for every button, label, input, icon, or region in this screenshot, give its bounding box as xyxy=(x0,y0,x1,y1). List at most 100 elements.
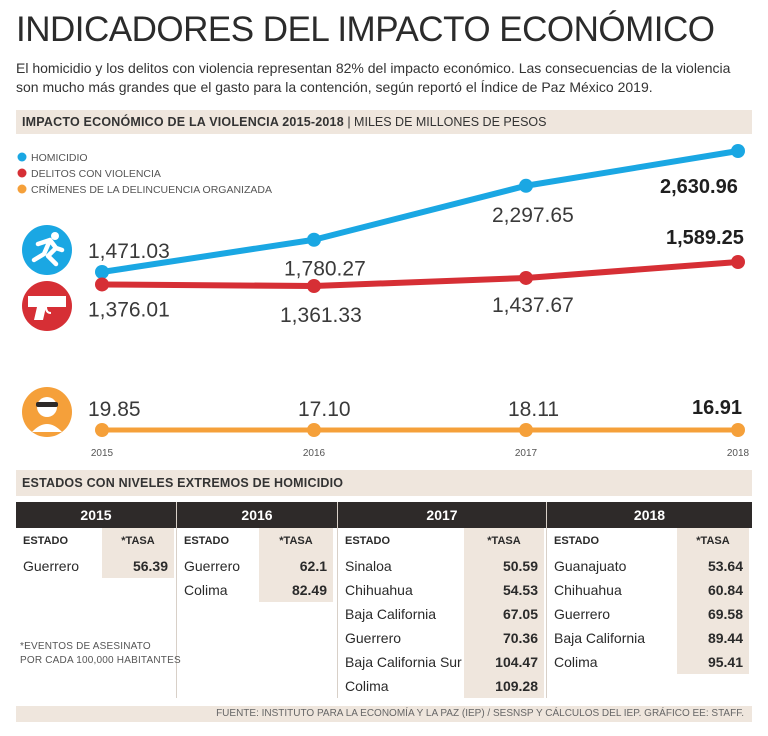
homicide-rate: 67.05 xyxy=(502,606,538,622)
legend-marker-homicidio xyxy=(17,152,27,162)
label-delitos-2015: 1,376.01 xyxy=(88,298,170,321)
state-header: ESTADO xyxy=(184,535,230,547)
homicide-rate: 56.39 xyxy=(132,558,168,574)
homicide-rate: 60.84 xyxy=(707,582,743,598)
label-homicidio-2017: 2,297.65 xyxy=(492,204,574,227)
label-homicidio-2015: 1,471.03 xyxy=(88,240,170,263)
point-crimenes-2018 xyxy=(731,423,745,437)
state-name: Guanajuato xyxy=(554,558,627,574)
point-delitos-2017 xyxy=(519,270,533,285)
year-header-2018: 2018 xyxy=(547,502,752,528)
homicide-rate: 54.53 xyxy=(502,582,538,598)
rate-column-bg xyxy=(677,528,749,674)
column-divider xyxy=(337,502,338,698)
state-header: ESTADO xyxy=(554,535,600,547)
footnote-line-2: POR CADA 100,000 HABITANTES xyxy=(20,655,181,666)
economic-impact-chart: HOMICIDIO DELITOS CON VIOLENCIA CRÍMENES… xyxy=(17,144,750,459)
rate-column-bg xyxy=(259,528,333,602)
state-name: Sinaloa xyxy=(345,558,392,574)
column-subheader: ESTADO *TASA xyxy=(547,528,752,554)
point-crimenes-2016 xyxy=(307,423,321,437)
table-column-2017: 2017 ESTADO *TASA Sinaloa 50.59 Chihuahua 54.5… xyxy=(338,502,546,698)
point-homicidio-2018 xyxy=(731,144,745,158)
rate-header: *TASA xyxy=(279,535,313,547)
point-delitos-2015 xyxy=(95,277,109,292)
legend-label-delitos: DELITOS CON VIOLENCIA xyxy=(31,168,161,180)
homicide-rate: 50.59 xyxy=(502,558,538,574)
x-tick-2017: 2017 xyxy=(515,448,538,459)
footnote-line-1: *EVENTOS DE ASESINATO xyxy=(20,641,151,652)
x-tick-2015: 2015 xyxy=(91,448,114,459)
label-crimenes-2015: 19.85 xyxy=(88,398,141,421)
state-header: ESTADO xyxy=(345,535,391,547)
masked-criminal-icon xyxy=(22,387,72,437)
rate-column-bg xyxy=(464,528,544,698)
point-delitos-2016 xyxy=(307,279,321,293)
footnote: *EVENTOS DE ASESINATO POR CADA 100,000 H… xyxy=(20,640,181,668)
state-name: Colima xyxy=(554,654,598,670)
homicide-rate: 82.49 xyxy=(291,582,327,598)
chart-series-lines xyxy=(99,148,741,433)
state-name: Baja California Sur xyxy=(345,654,462,670)
legend-marker-delitos xyxy=(17,168,27,178)
label-delitos-2018: 1,589.25 xyxy=(666,227,744,249)
state-name: Colima xyxy=(345,678,389,694)
table-row: Guerrero 62.1 xyxy=(177,554,337,578)
column-subheader: ESTADO *TASA xyxy=(177,528,337,554)
column-subheader: ESTADO *TASA xyxy=(338,528,546,554)
year-header-2015: 2015 xyxy=(16,502,176,528)
year-header-2016: 2016 xyxy=(177,502,337,528)
label-delitos-2017: 1,437.67 xyxy=(492,294,574,317)
state-name: Chihuahua xyxy=(345,582,413,598)
table-column-2015: 2015 ESTADO *TASA Guerrero 56.39 xyxy=(16,502,176,578)
point-homicidio-2016 xyxy=(307,232,321,247)
homicide-rate: 89.44 xyxy=(707,630,743,646)
point-crimenes-2015 xyxy=(95,423,109,437)
series-line-delitos xyxy=(99,259,741,289)
table-column-2016: 2016 ESTADO *TASA Guerrero 62.1 Colima 82.49 xyxy=(177,502,337,602)
chart-legend: HOMICIDIO DELITOS CON VIOLENCIA CRÍMENES… xyxy=(17,152,272,196)
label-delitos-2016: 1,361.33 xyxy=(280,304,362,327)
table-row: Chihuahua 54.53 xyxy=(338,578,546,602)
table-row: Baja California Sur 104.47 xyxy=(338,650,546,674)
column-divider xyxy=(176,502,177,698)
table-row: Guerrero 56.39 xyxy=(16,554,176,578)
table-row: Guerrero 69.58 xyxy=(547,602,752,626)
legend-label-homicidio: HOMICIDIO xyxy=(31,152,88,164)
point-homicidio-2015 xyxy=(95,265,109,279)
point-crimenes-2017 xyxy=(519,423,533,437)
page-title: INDICADORES DEL IMPACTO ECONÓMICO xyxy=(16,10,715,49)
rate-header: *TASA xyxy=(487,535,521,547)
table-section-header: ESTADOS CON NIVELES EXTREMOS DE HOMICIDI… xyxy=(16,470,752,496)
state-name: Guerrero xyxy=(554,606,611,622)
point-delitos-2018 xyxy=(731,255,745,269)
label-crimenes-2017: 18.11 xyxy=(508,398,559,421)
homicide-rate: 109.28 xyxy=(495,678,538,694)
year-header-2017: 2017 xyxy=(338,502,546,528)
state-name: Guerrero xyxy=(184,558,241,574)
rate-header: *TASA xyxy=(696,535,730,547)
state-name: Guerrero xyxy=(23,558,80,574)
homicide-rate: 53.64 xyxy=(707,558,743,574)
chart-section-header: IMPACTO ECONÓMICO DE LA VIOLENCIA 2015-2… xyxy=(16,110,752,134)
table-row: Baja California 89.44 xyxy=(547,626,752,650)
label-crimenes-2016: 17.10 xyxy=(298,398,351,421)
table-section-title: ESTADOS CON NIVELES EXTREMOS DE HOMICIDI… xyxy=(22,476,344,490)
table-row: Baja California 67.05 xyxy=(338,602,546,626)
column-subheader: ESTADO *TASA xyxy=(16,528,176,554)
page-subtitle: El homicidio y los delitos con violencia… xyxy=(16,60,731,95)
table-row: Chihuahua 60.84 xyxy=(547,578,752,602)
source-note: FUENTE: INSTITUTO PARA LA ECONOMÍA Y LA … xyxy=(16,706,752,722)
legend-label-crimenes: CRÍMENES DE LA DELINCUENCIA ORGANIZADA xyxy=(31,183,272,196)
chart-section-title: IMPACTO ECONÓMICO DE LA VIOLENCIA 2015-2… xyxy=(22,115,344,129)
homicide-rate: 104.47 xyxy=(495,654,538,670)
homicide-rate: 95.41 xyxy=(707,654,743,670)
homicide-rate: 70.36 xyxy=(502,630,538,646)
chart-section-unit: | MILES DE MILLONES DE PESOS xyxy=(343,115,547,129)
chart-series-points xyxy=(95,144,745,437)
homicide-rate: 69.58 xyxy=(707,606,743,622)
label-crimenes-2018: 16.91 xyxy=(692,397,742,419)
state-name: Colima xyxy=(184,582,228,598)
rate-column-bg xyxy=(102,528,174,578)
homicide-rate: 62.1 xyxy=(299,558,327,574)
